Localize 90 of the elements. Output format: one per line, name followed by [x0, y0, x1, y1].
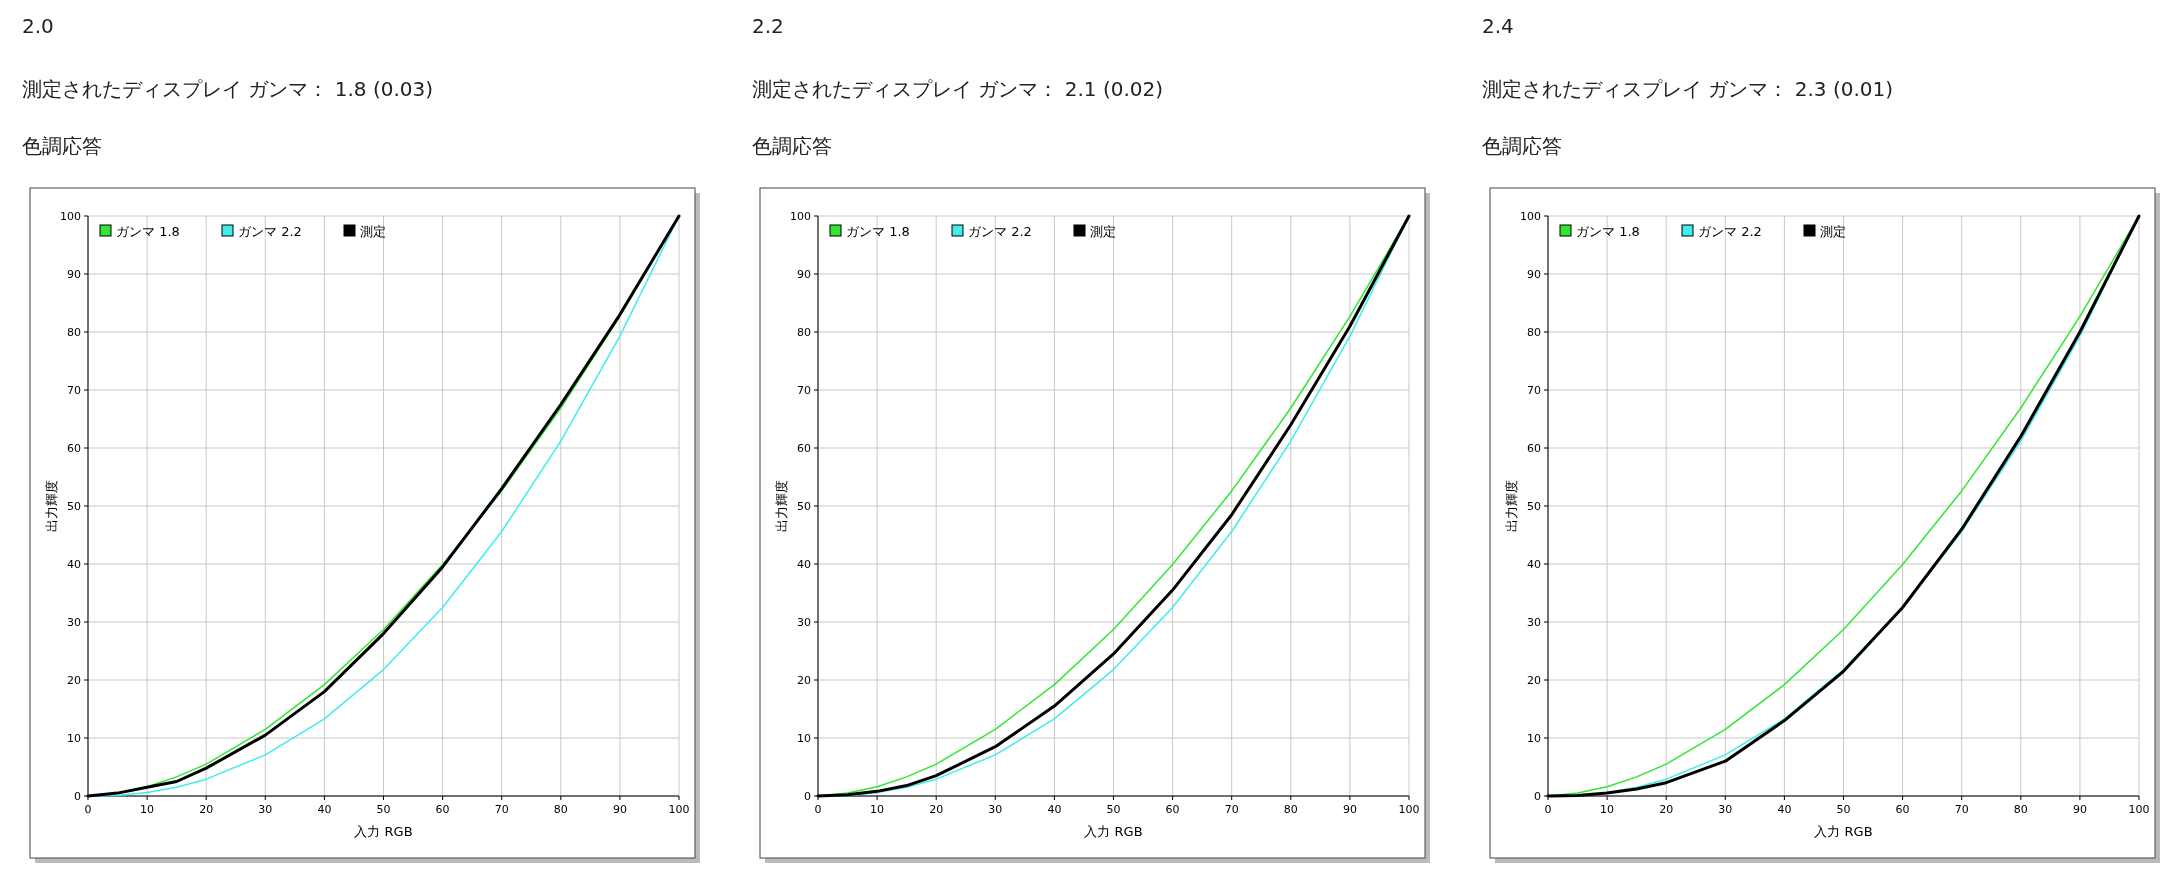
chart-subtitle: 測定されたディスプレイ ガンマ： 2.3 (0.01)	[1482, 77, 1894, 101]
x-tick-label: 50	[376, 803, 391, 816]
legend-label: ガンマ 1.8	[116, 224, 180, 239]
x-tick-label: 80	[2013, 803, 2028, 816]
y-tick-label: 90	[67, 268, 81, 281]
y-axis-title: 出力輝度	[1504, 480, 1519, 532]
y-tick-label: 10	[1527, 732, 1541, 745]
x-tick-label: 70	[494, 803, 509, 816]
x-tick-label: 100	[1398, 803, 1420, 816]
y-tick-label: 90	[1527, 268, 1541, 281]
y-tick-label: 30	[1527, 616, 1541, 629]
y-tick-label: 0	[804, 790, 811, 803]
x-tick-label: 60	[1165, 803, 1180, 816]
y-tick-label: 20	[1527, 674, 1541, 687]
x-tick-label: 90	[612, 803, 627, 816]
x-tick-label: 70	[1224, 803, 1239, 816]
x-tick-label: 20	[929, 803, 944, 816]
x-tick-label: 10	[1600, 803, 1615, 816]
x-tick-label: 40	[317, 803, 332, 816]
x-tick-label: 80	[1283, 803, 1298, 816]
chart-title: 2.0	[22, 14, 54, 38]
y-tick-label: 100	[60, 210, 81, 223]
x-tick-label: 10	[140, 803, 155, 816]
y-tick-label: 70	[1527, 384, 1541, 397]
y-tick-label: 30	[797, 616, 811, 629]
y-tick-label: 70	[67, 384, 81, 397]
x-tick-label: 90	[2072, 803, 2087, 816]
text: 色調応答	[752, 134, 832, 158]
x-tick-label: 20	[1659, 803, 1674, 816]
y-tick-label: 80	[797, 326, 811, 339]
x-tick-label: 100	[2128, 803, 2150, 816]
y-tick-label: 0	[74, 790, 81, 803]
x-axis-title: 入力 RGB	[354, 824, 413, 839]
y-tick-label: 40	[1527, 558, 1541, 571]
legend-label: ガンマ 1.8	[846, 224, 910, 239]
y-tick-label: 20	[67, 674, 81, 687]
x-tick-label: 30	[988, 803, 1003, 816]
y-tick-label: 100	[1520, 210, 1541, 223]
y-tick-label: 50	[1527, 500, 1541, 513]
chart-subtitle: 測定されたディスプレイ ガンマ： 1.8 (0.03)	[22, 77, 434, 101]
x-tick-label: 0	[84, 803, 92, 816]
y-tick-label: 0	[1534, 790, 1541, 803]
x-tick-label: 10	[870, 803, 885, 816]
legend-label: ガンマ 2.2	[1698, 224, 1762, 239]
legend-label: 測定	[1090, 224, 1116, 239]
y-tick-label: 80	[67, 326, 81, 339]
x-axis-title: 入力 RGB	[1084, 824, 1143, 839]
x-tick-label: 60	[435, 803, 450, 816]
y-tick-label: 90	[797, 268, 811, 281]
x-tick-label: 100	[668, 803, 690, 816]
x-tick-label: 80	[553, 803, 568, 816]
y-tick-label: 30	[67, 616, 81, 629]
x-axis-title: 入力 RGB	[1814, 824, 1873, 839]
y-axis-title: 出力輝度	[44, 480, 59, 532]
y-tick-label: 10	[67, 732, 81, 745]
legend-label: ガンマ 1.8	[1576, 224, 1640, 239]
y-axis-title: 出力輝度	[774, 480, 789, 532]
x-tick-label: 50	[1836, 803, 1851, 816]
y-tick-label: 40	[67, 558, 81, 571]
x-tick-label: 0	[1544, 803, 1552, 816]
x-tick-label: 20	[199, 803, 214, 816]
text: 色調応答	[1482, 134, 1562, 158]
x-tick-label: 60	[1895, 803, 1910, 816]
legend-label: 測定	[360, 224, 386, 239]
legend-label: 測定	[1820, 224, 1846, 239]
legend-label: ガンマ 2.2	[968, 224, 1032, 239]
x-tick-label: 40	[1047, 803, 1062, 816]
chart-title: 2.2	[752, 14, 784, 38]
x-tick-label: 40	[1777, 803, 1792, 816]
y-tick-label: 50	[797, 500, 811, 513]
x-tick-label: 0	[814, 803, 822, 816]
x-tick-label: 30	[258, 803, 273, 816]
x-tick-label: 70	[1954, 803, 1969, 816]
y-tick-label: 60	[797, 442, 811, 455]
y-tick-label: 10	[797, 732, 811, 745]
y-tick-label: 100	[790, 210, 811, 223]
y-tick-label: 60	[67, 442, 81, 455]
y-tick-label: 80	[1527, 326, 1541, 339]
legend-label: ガンマ 2.2	[238, 224, 302, 239]
y-tick-label: 50	[67, 500, 81, 513]
y-tick-label: 20	[797, 674, 811, 687]
chart-title: 2.4	[1482, 14, 1514, 38]
y-tick-label: 70	[797, 384, 811, 397]
y-tick-label: 60	[1527, 442, 1541, 455]
x-tick-label: 50	[1106, 803, 1121, 816]
chart-subtitle: 測定されたディスプレイ ガンマ： 2.1 (0.02)	[752, 77, 1164, 101]
text: 色調応答	[22, 134, 102, 158]
x-tick-label: 90	[1342, 803, 1357, 816]
y-tick-label: 40	[797, 558, 811, 571]
x-tick-label: 30	[1718, 803, 1733, 816]
